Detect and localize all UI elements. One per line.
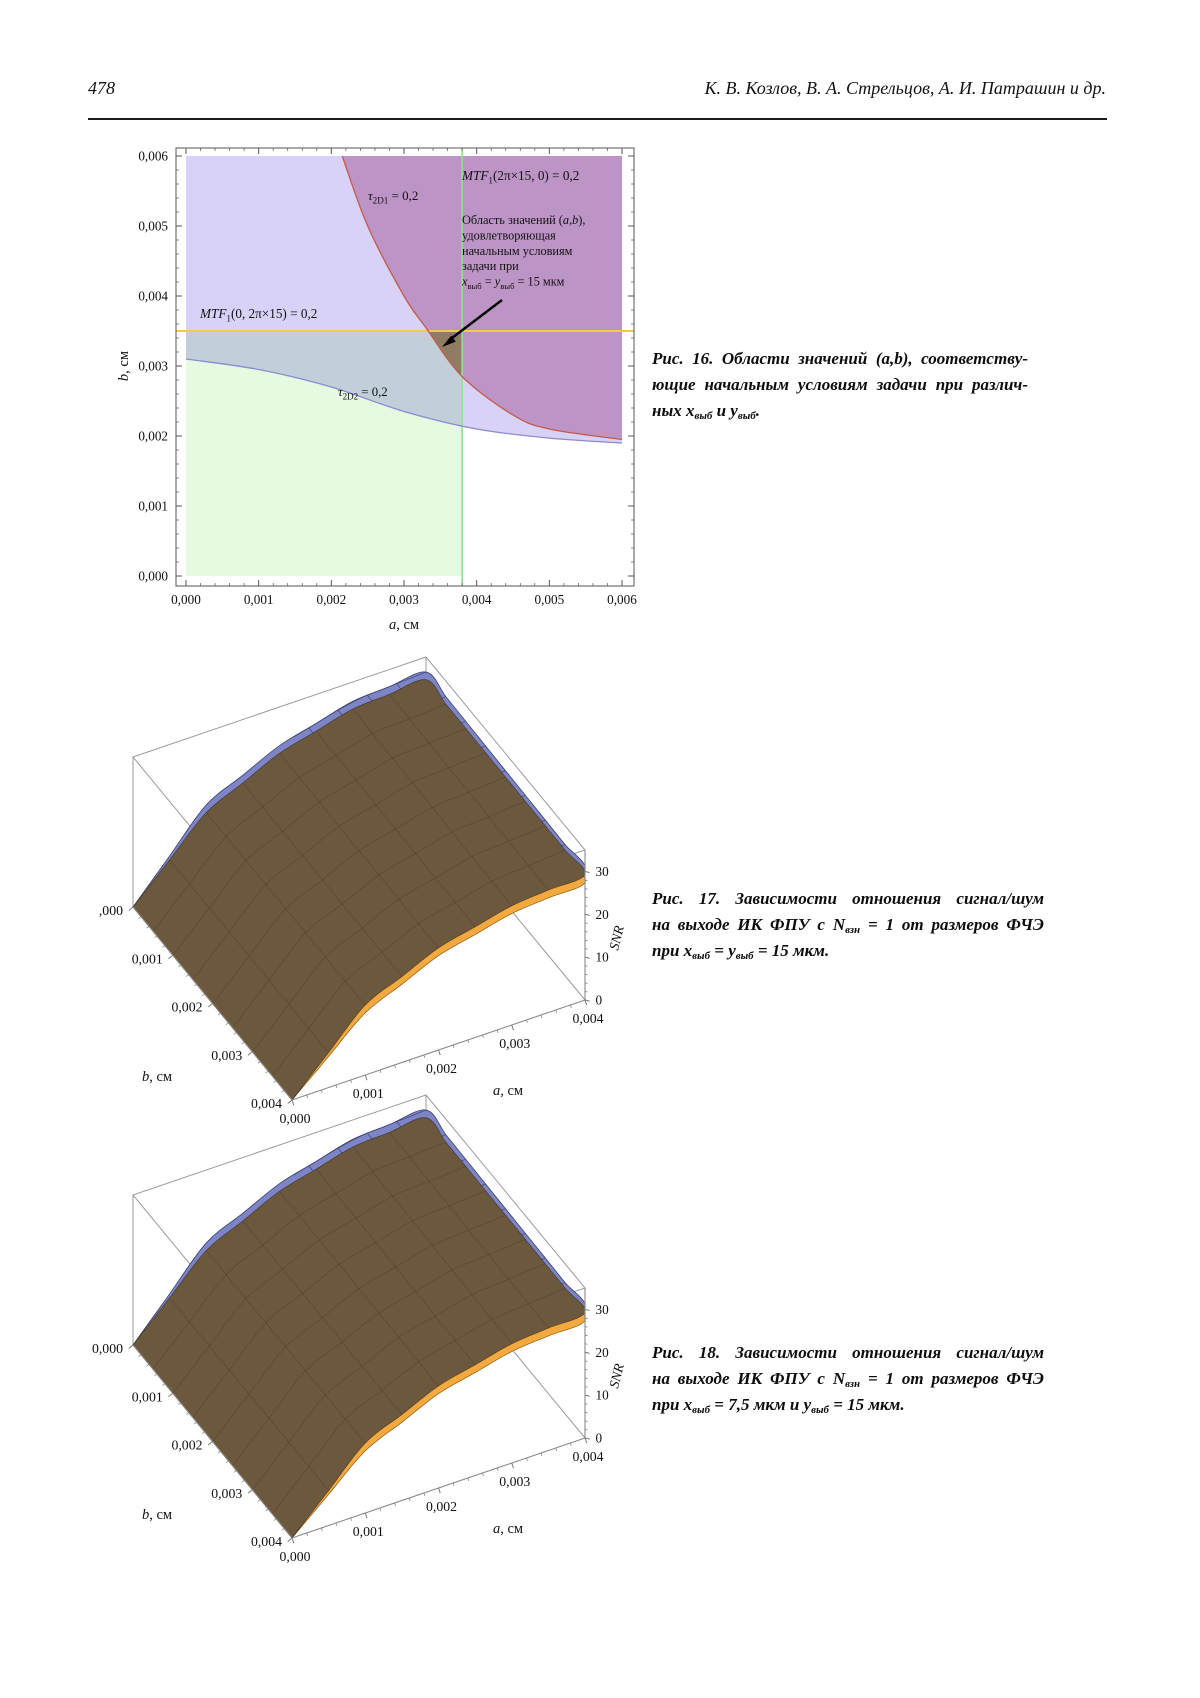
b-axis-title: b, см (142, 1069, 172, 1085)
x-tick-label: 0,005 (534, 592, 564, 607)
b-tick-label: 0,004 (251, 1534, 282, 1549)
z-tick-label: 10 (596, 950, 610, 965)
figure-16-region-plot: 0,000 0,001 0,002 0,003 0,004 0,005 0,006 0,000… (116, 147, 637, 633)
y-tick-label: 0,001 (138, 499, 168, 514)
a-tick-label: 0,004 (572, 1011, 603, 1026)
y-tick-label: 0,002 (138, 429, 168, 444)
mtf-x-label: MTF1(2π×15, 0) = 0,2 (461, 168, 579, 186)
a-tick-label: 0,004 (572, 1449, 603, 1464)
figure-18-caption: Рис. 18. Зависимости отношения сигнал/шу… (652, 1343, 1044, 1417)
a-tick-label: 0,002 (426, 1061, 457, 1076)
b-tick-label: 0,004 (251, 1096, 282, 1111)
z-tick-label: 20 (596, 1345, 610, 1360)
overlap-surface-mesh (152, 1132, 566, 1515)
fig16-plot-area: 0,000 0,001 0,002 0,003 0,004 0,005 0,006 0,000… (116, 147, 637, 633)
x-tick-label: 0,006 (607, 592, 637, 607)
tau2d1-curve (341, 155, 623, 441)
z-axis-title: SNR (606, 1362, 627, 1390)
figure-16: 0,000 0,001 0,002 0,003 0,004 0,005 0,006 0,000… (112, 138, 652, 643)
annotation-arrowhead (442, 335, 456, 347)
y-tick-label: 0,000 (138, 569, 168, 584)
x-tick-label: 0,001 (244, 592, 274, 607)
z-tick-label: 0 (596, 993, 603, 1008)
x-tick-label: 0,002 (316, 592, 346, 607)
z-axis-title: SNR (606, 924, 627, 952)
annotation-arrow (451, 299, 503, 339)
overlap-surface-mesh (152, 694, 566, 1077)
a-tick-label: 0,002 (426, 1499, 457, 1514)
a-tick-label: 0,001 (353, 1524, 384, 1539)
z-tick-label: 10 (596, 1388, 610, 1403)
region-mtf-green (186, 331, 463, 576)
z-tick-label: 30 (596, 864, 610, 879)
z-tick-label: 20 (596, 907, 610, 922)
page-number: 478 (88, 78, 115, 98)
b-tick-label: 0,001 (132, 1389, 163, 1404)
mtf-y-label: MTF1(0, 2π×15) = 0,2 (199, 306, 317, 324)
ticks (176, 148, 634, 586)
a-tick-label: 0,000 (279, 1549, 310, 1564)
x-tick-label: 0,000 (171, 592, 201, 607)
b-axis-title: b, см (142, 1507, 172, 1523)
solution-annotation-line: задачи при (462, 259, 519, 273)
z-tick-label: 0 (596, 1431, 603, 1446)
header-rule (88, 118, 1107, 120)
figure-17: ,000 0,000 0,001 0,001 0,002 0,002 0,003 0,003 0… (60, 640, 655, 1185)
b-tick-label: ,000 (99, 903, 123, 918)
figure-18-surface-plot: 0,000 0,000 0,001 0,001 0,002 0,002 0,003 0,003… (92, 1094, 627, 1564)
figure-16-caption: Рис. 16. Области значений (a,b), соответ… (652, 349, 1028, 422)
svg-fig18-plot-area: 0,000 0,000 0,001 0,001 0,002 0,002 0,003 0,003… (92, 1094, 627, 1564)
x-axis-title: a, см (389, 617, 419, 633)
a-axis-title: a, см (493, 1521, 523, 1537)
solution-annotation-line: Область значений (a,b), (462, 213, 585, 227)
x-tick-label: 0,003 (389, 592, 419, 607)
axis-ticks (128, 1308, 590, 1544)
y-tick-label: 0,006 (138, 149, 168, 164)
b-tick-label: 0,001 (132, 951, 163, 966)
solution-annotation-line: начальным условиям (462, 244, 573, 258)
z-tick-label: 30 (596, 1302, 610, 1317)
tau2d1-label: τ2D1 = 0,2 (368, 188, 418, 206)
surface-overlap (132, 1117, 586, 1539)
a-tick-label: 0,001 (353, 1086, 384, 1101)
y-tick-label: 0,005 (138, 219, 168, 234)
region-right-of-tau2d1 (342, 156, 622, 440)
a-tick-label: 0,003 (499, 1474, 530, 1489)
b-tick-label: 0,002 (171, 1438, 202, 1453)
running-head-authors: К. В. Козлов, В. А. Стрельцов, А. И. Пат… (704, 78, 1106, 98)
y-tick-label: 0,003 (138, 359, 168, 374)
axis-ticks (128, 870, 590, 1106)
figure-18: 0,000 0,000 0,001 0,001 0,002 0,002 0,003 0,003… (60, 1078, 655, 1623)
y-tick-label: 0,004 (138, 289, 168, 304)
tau2d2-curve (185, 358, 623, 444)
a-tick-label: 0,000 (279, 1111, 310, 1126)
solution-annotation-line: удовлетворяющая (462, 228, 556, 242)
figure-17-caption: Рис. 17. Зависимости отношения сигнал/шу… (652, 889, 1044, 963)
a-tick-label: 0,003 (499, 1036, 530, 1051)
y-axis-title: b, см (116, 351, 132, 381)
figure-17-surface-plot: ,000 0,000 0,001 0,001 0,002 0,002 0,003 0,003 0… (99, 656, 627, 1126)
b-tick-label: 0,000 (92, 1341, 123, 1356)
svg-fig17-plot-area: ,000 0,000 0,001 0,001 0,002 0,002 0,003 0,003 0… (99, 656, 627, 1126)
a-axis-title: a, см (493, 1083, 523, 1099)
tau2d2-label: τ2D2 = 0,2 (338, 385, 388, 402)
b-tick-label: 0,003 (211, 1486, 242, 1501)
surface-overlap (132, 679, 586, 1101)
plot-frame (175, 147, 635, 587)
b-tick-label: 0,002 (171, 1000, 202, 1015)
b-tick-label: 0,003 (211, 1048, 242, 1063)
solution-annotation-line: xвыб = yвыб = 15 мкм (461, 275, 565, 292)
x-tick-label: 0,004 (462, 592, 492, 607)
